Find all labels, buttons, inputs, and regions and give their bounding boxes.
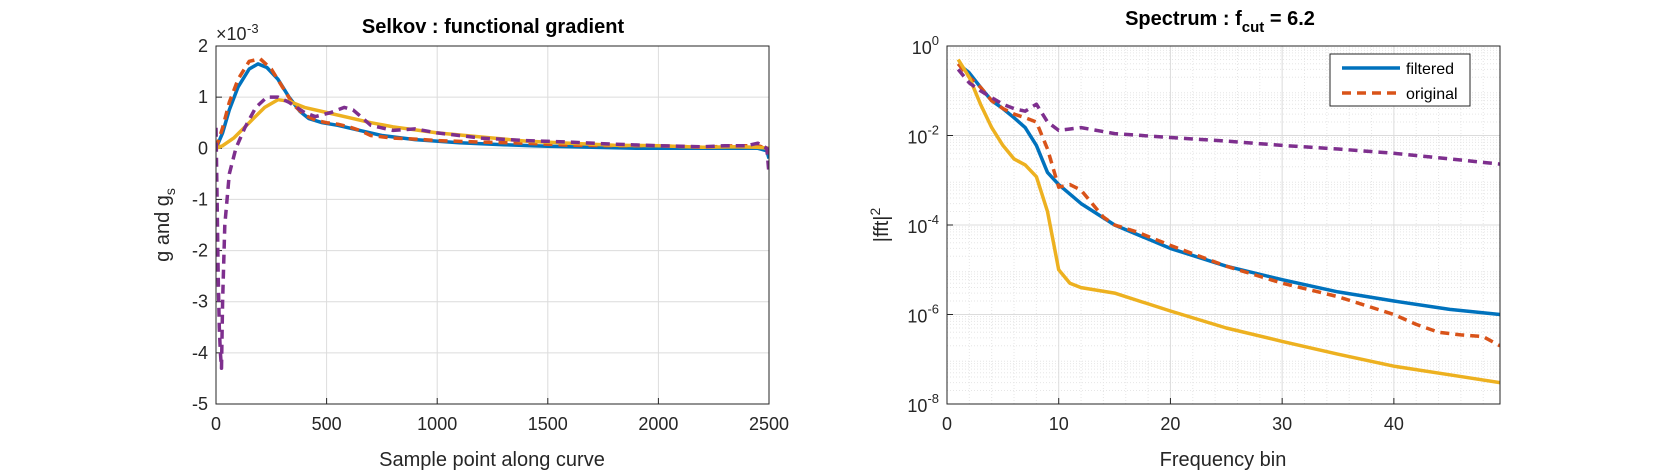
x-tick-label: 20 [1160,414,1180,434]
series-line-line-1 [216,62,769,159]
x-tick-label: 10 [1049,414,1069,434]
y-axis-label-main: g and g [152,195,174,262]
y-tick-labels: -5 -4 -3 -2 -1 0 1 2 [192,36,208,414]
y-axis-label: |fft|2 [867,208,893,243]
y-tick-label: 10-6 [907,302,939,327]
exponent-value: -3 [247,21,259,36]
y-tick-label: 1 [198,87,208,107]
x-axis-label: Sample point along curve [379,449,605,471]
legend-label: original [1406,86,1458,103]
y-tick-base: 10 [907,128,927,148]
y-tick-exponent: -2 [927,123,939,138]
chart-title: Spectrum : fcut = 6.2 [1125,8,1315,36]
chart-title: Selkov : functional gradient [362,16,625,38]
y-tick-label: 10-8 [907,391,939,416]
series-line-line-4 [956,68,1500,166]
y-tick-exponent: -8 [927,391,939,406]
x-tick-label: 2500 [749,414,789,434]
gradient-chart: Selkov : functional gradient ×10 -3 0 500… [152,16,789,471]
y-tick-base: 10 [907,396,927,416]
legend-box [1329,53,1471,107]
y-tick-base: 10 [907,307,927,327]
chart-title-main: Spectrum : f [1125,8,1242,30]
series-group [956,58,1500,385]
grid [946,45,1500,405]
x-tick-label: 1500 [528,414,568,434]
y-tick-base: 10 [912,38,932,58]
spectrum-chart: Spectrum : fcut = 6.2 0 10 20 30 40 10-810-6… [867,8,1501,471]
y-tick-label: -2 [192,241,208,261]
y-tick-exponent: -4 [927,212,939,227]
x-tick-labels: 0 10 20 30 40 [942,414,1404,434]
y-axis-label-sup: 2 [867,208,883,216]
series-line-line-4 [216,95,769,370]
x-tick-label: 40 [1384,414,1404,434]
series-group [216,57,769,370]
plot-frame [215,45,770,405]
chart-title-sub: cut [1242,19,1265,36]
y-tick-label: 10-2 [907,123,939,148]
x-tick-label: 0 [942,414,952,434]
x-tick-label: 500 [312,414,342,434]
grid [215,45,770,405]
svg-text:|fft|2: |fft|2 [867,208,893,243]
x-tick-label: 2000 [638,414,678,434]
axis-exponent-label: ×10 -3 [216,21,259,44]
x-axis-label: Frequency bin [1160,449,1287,471]
x-tick-label: 30 [1272,414,1292,434]
svg-text:g and gs: g and gs [152,188,178,262]
y-axis-label-main: |fft| [871,216,893,243]
y-tick-label: -5 [192,394,208,414]
y-tick-label: 100 [912,33,939,58]
x-tick-label: 1000 [417,414,457,434]
y-tick-exponent: -6 [927,302,939,317]
chart-title-tail: = 6.2 [1264,8,1315,30]
y-tick-label: 0 [198,138,208,158]
exponent-prefix: ×10 [216,24,247,44]
legend-label: filtered [1406,61,1454,78]
x-tick-labels: 0 500 1000 1500 2000 2500 [211,414,789,434]
y-tick-label: -3 [192,292,208,312]
plot-frame [946,45,1501,405]
x-tick-label: 0 [211,414,221,434]
y-tick-label: -4 [192,343,208,363]
y-tick-label: 2 [198,36,208,56]
y-tick-base: 10 [907,217,927,237]
y-tick-exponent: 0 [932,33,939,48]
y-axis-label-sub: s [162,188,178,195]
series-line-original [956,62,1500,348]
series-line-line-3 [956,58,1500,385]
y-tick-label: 10-4 [907,212,939,237]
y-tick-label: -1 [192,189,208,209]
legend: filtered original [1329,53,1471,107]
y-axis-label: g and gs [152,188,178,262]
